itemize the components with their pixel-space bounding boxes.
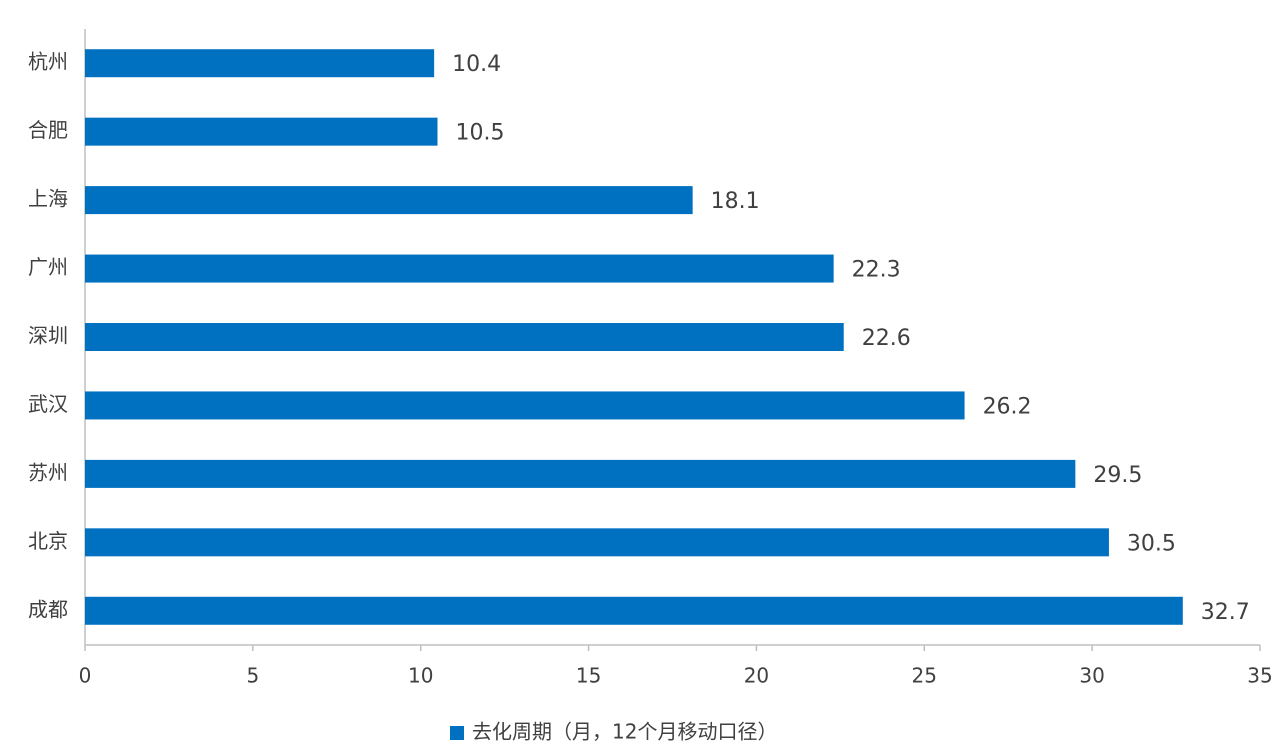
bar	[85, 323, 844, 351]
bar	[85, 596, 1183, 625]
value-label: 26.2	[983, 394, 1032, 419]
y-tick-label: 武汉	[28, 392, 68, 416]
value-label: 29.5	[1093, 463, 1142, 488]
x-tick-label: 10	[408, 664, 433, 688]
bar	[85, 254, 834, 283]
x-tick-label: 20	[744, 664, 769, 688]
value-label: 22.6	[862, 326, 911, 351]
value-label: 32.7	[1201, 600, 1250, 625]
y-tick-label: 深圳	[28, 324, 68, 348]
x-tick-label: 0	[79, 664, 92, 688]
y-tick-label: 上海	[28, 187, 68, 211]
x-tick-label: 5	[246, 664, 259, 688]
x-tick-label: 30	[1079, 664, 1104, 688]
x-tick-label: 25	[912, 664, 937, 688]
legend-swatch	[450, 726, 464, 740]
y-tick-label: 广州	[28, 255, 68, 279]
value-label: 22.3	[852, 258, 901, 283]
bar	[85, 49, 435, 78]
value-label: 10.5	[456, 121, 505, 146]
bar	[85, 117, 438, 146]
legend-label: 去化周期（月，12个月移动口径）	[472, 720, 777, 744]
x-tick-label: 15	[576, 664, 601, 688]
value-label: 10.4	[452, 52, 501, 77]
y-tick-label: 合肥	[28, 118, 68, 142]
bar	[85, 391, 965, 420]
value-label: 18.1	[711, 189, 760, 214]
bar	[85, 186, 693, 215]
bar	[85, 528, 1109, 557]
y-tick-label: 北京	[28, 529, 68, 553]
value-label: 30.5	[1127, 531, 1176, 556]
y-tick-label: 苏州	[28, 460, 68, 484]
y-tick-label: 成都	[28, 597, 68, 621]
x-tick-label: 35	[1247, 664, 1272, 688]
bar	[85, 459, 1076, 488]
y-tick-label: 杭州	[28, 50, 68, 74]
